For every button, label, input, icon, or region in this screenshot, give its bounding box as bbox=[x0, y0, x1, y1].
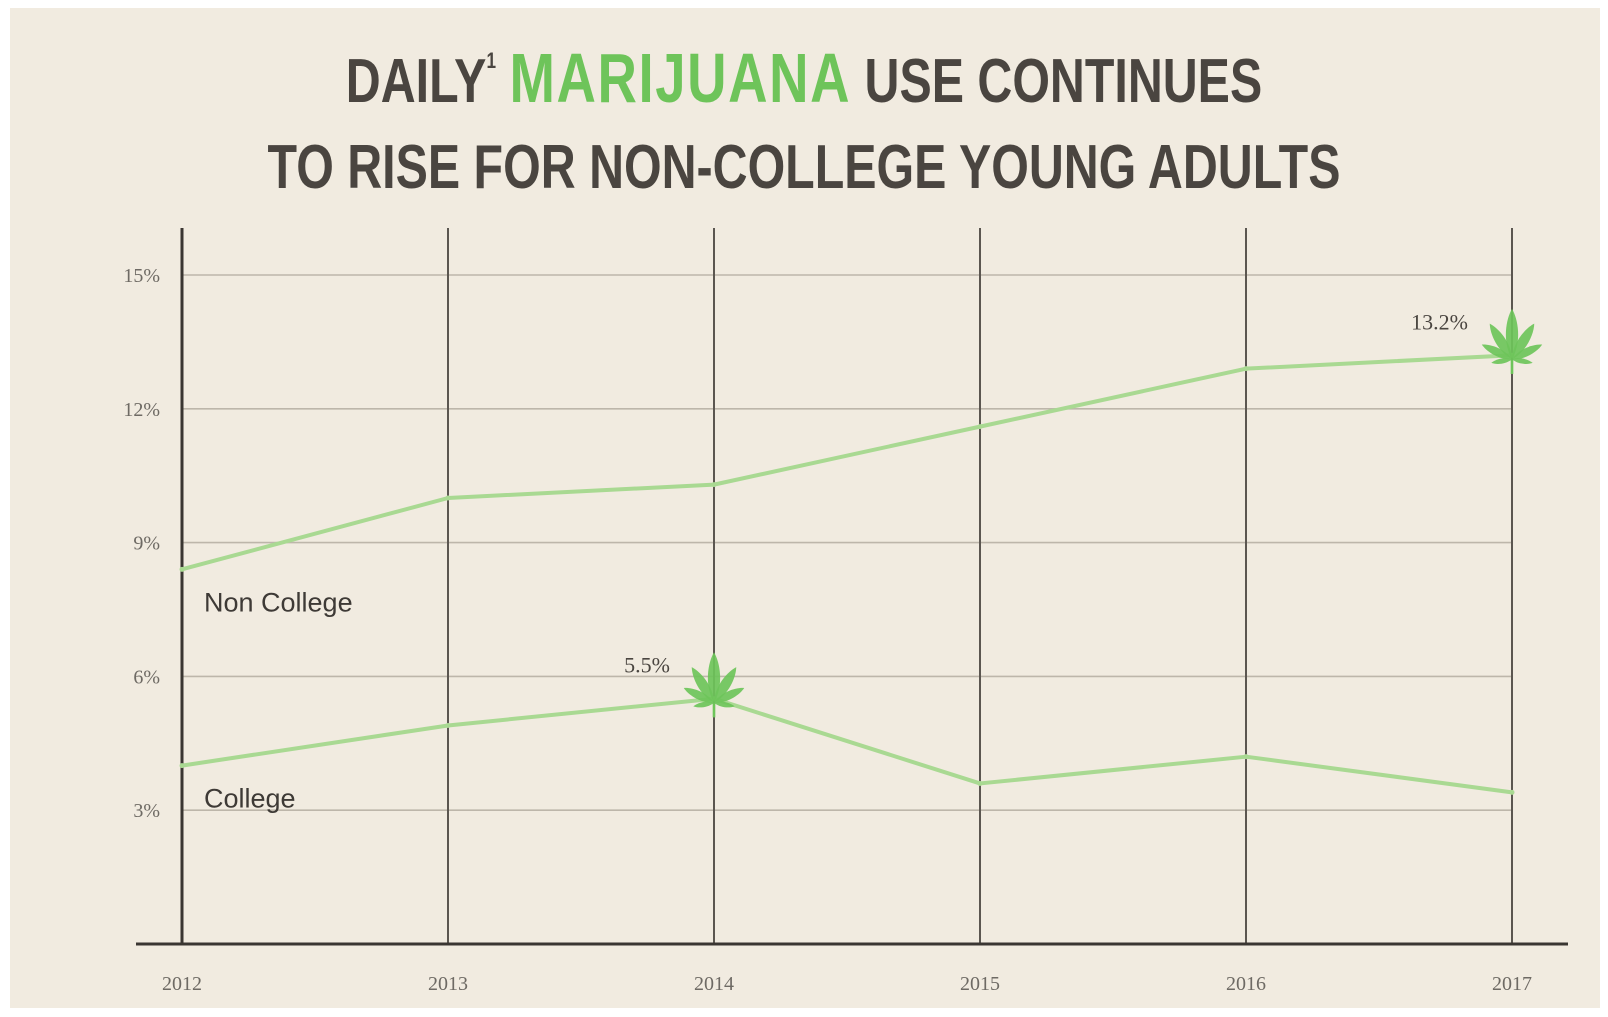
y-tick-label: 12% bbox=[123, 399, 160, 421]
title-word-daily: DAILY bbox=[345, 47, 487, 116]
title-highlight: MARIJUANA bbox=[509, 39, 852, 117]
series-label-non-college: Non College bbox=[204, 587, 353, 617]
callout-label: 13.2% bbox=[1411, 309, 1468, 334]
leaf-blade bbox=[693, 701, 714, 708]
title-rest: USE CONTINUES bbox=[864, 47, 1263, 116]
series-line-non-college bbox=[180, 353, 1514, 572]
data-point bbox=[1509, 789, 1515, 795]
y-tick-label: 3% bbox=[133, 800, 160, 822]
leaf-blade bbox=[1512, 323, 1535, 360]
leaf-blade bbox=[1481, 344, 1512, 360]
x-tick-label: 2017 bbox=[1492, 973, 1532, 995]
x-tick-label: 2016 bbox=[1226, 973, 1266, 995]
leaf-blade bbox=[683, 687, 714, 703]
title-line-2: TO RISE FOR NON-COLLEGE YOUNG ADULTS bbox=[267, 133, 1341, 202]
data-point bbox=[1243, 366, 1249, 372]
leaf-blade bbox=[691, 667, 714, 703]
title-line-1: DAILY1 MARIJUANA USE CONTINUES bbox=[177, 18, 1431, 125]
chart-title: DAILY1 MARIJUANA USE CONTINUES TO RISE F… bbox=[177, 18, 1431, 211]
y-tick-label: 9% bbox=[133, 533, 160, 555]
series-line-college bbox=[180, 696, 1514, 795]
data-point bbox=[1243, 754, 1249, 760]
data-point bbox=[977, 780, 983, 786]
x-tick-label: 2015 bbox=[960, 973, 1000, 995]
poster-background bbox=[10, 8, 1600, 1008]
leaf-blade bbox=[1489, 323, 1512, 360]
callout-label: 5.5% bbox=[624, 653, 670, 678]
data-point bbox=[179, 566, 185, 572]
data-point bbox=[711, 482, 717, 488]
cannabis-leaf-icon bbox=[1481, 308, 1543, 374]
x-tick-label: 2014 bbox=[694, 973, 734, 995]
data-point bbox=[445, 495, 451, 501]
data-point bbox=[977, 424, 983, 430]
data-point bbox=[179, 763, 185, 769]
title-footnote-mark: 1 bbox=[486, 48, 496, 73]
x-tick-label: 2013 bbox=[428, 973, 468, 995]
y-tick-label: 15% bbox=[123, 265, 160, 287]
leaf-blade bbox=[1512, 358, 1533, 364]
series-label-college: College bbox=[204, 784, 296, 814]
leaf-blade bbox=[714, 687, 745, 703]
x-tick-label: 2012 bbox=[162, 973, 202, 995]
data-point bbox=[445, 722, 451, 728]
leaf-blade bbox=[714, 701, 735, 708]
leaf-blade bbox=[714, 667, 737, 703]
leaf-blade bbox=[1491, 358, 1512, 364]
leaf-blade bbox=[1512, 344, 1543, 360]
cannabis-leaf-icon bbox=[683, 652, 745, 718]
y-tick-label: 6% bbox=[133, 666, 160, 688]
